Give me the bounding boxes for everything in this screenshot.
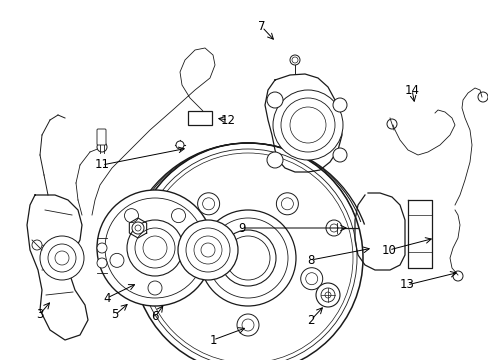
Text: 12: 12 xyxy=(220,113,235,126)
Circle shape xyxy=(97,142,107,152)
Text: 13: 13 xyxy=(399,279,414,292)
FancyBboxPatch shape xyxy=(187,111,212,125)
Text: 6: 6 xyxy=(151,310,159,324)
Circle shape xyxy=(315,283,339,307)
Text: 11: 11 xyxy=(94,158,109,171)
Circle shape xyxy=(266,92,283,108)
Circle shape xyxy=(266,152,283,168)
Text: 5: 5 xyxy=(111,309,119,321)
Circle shape xyxy=(97,258,107,268)
Circle shape xyxy=(148,281,162,295)
Circle shape xyxy=(40,236,84,280)
Circle shape xyxy=(276,193,298,215)
Circle shape xyxy=(332,98,346,112)
Text: 14: 14 xyxy=(404,84,419,96)
Circle shape xyxy=(132,222,143,234)
Text: 8: 8 xyxy=(306,253,314,266)
Circle shape xyxy=(124,209,138,222)
Circle shape xyxy=(237,314,259,336)
Circle shape xyxy=(32,240,42,250)
Circle shape xyxy=(325,220,341,236)
FancyBboxPatch shape xyxy=(97,129,106,145)
Circle shape xyxy=(176,141,183,149)
Text: 3: 3 xyxy=(36,307,43,320)
Text: 2: 2 xyxy=(306,314,314,327)
Circle shape xyxy=(272,90,342,160)
Circle shape xyxy=(185,253,200,267)
Text: 7: 7 xyxy=(258,21,265,33)
Circle shape xyxy=(178,220,238,280)
Circle shape xyxy=(97,243,107,253)
Circle shape xyxy=(220,230,275,286)
Text: 10: 10 xyxy=(381,243,396,256)
Circle shape xyxy=(477,92,487,102)
Circle shape xyxy=(200,210,295,306)
Text: 1: 1 xyxy=(209,333,216,346)
Circle shape xyxy=(332,148,346,162)
Circle shape xyxy=(452,271,462,281)
Circle shape xyxy=(133,143,362,360)
Circle shape xyxy=(97,190,213,306)
Circle shape xyxy=(197,193,219,215)
Circle shape xyxy=(110,253,123,267)
Text: 4: 4 xyxy=(103,292,110,305)
Circle shape xyxy=(386,119,396,129)
Circle shape xyxy=(300,268,322,290)
Circle shape xyxy=(127,220,183,276)
Circle shape xyxy=(173,268,195,290)
Circle shape xyxy=(289,55,299,65)
Text: 9: 9 xyxy=(238,221,245,234)
Circle shape xyxy=(171,209,185,222)
